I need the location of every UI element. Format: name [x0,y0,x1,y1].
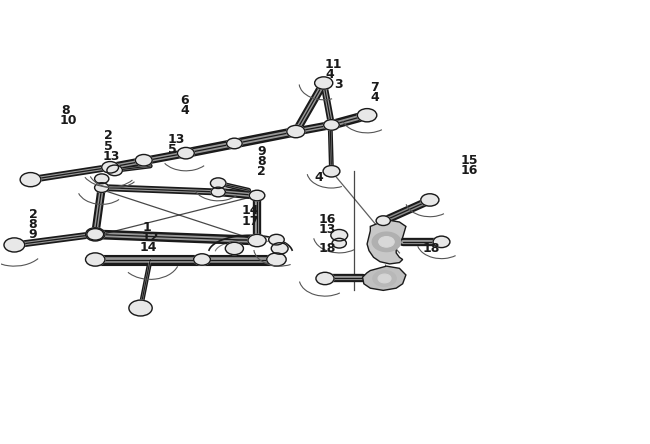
Circle shape [287,125,305,138]
Text: 4: 4 [370,91,379,104]
Circle shape [4,238,25,252]
Circle shape [86,253,105,266]
Text: 2: 2 [103,130,112,143]
Circle shape [372,232,400,252]
Circle shape [358,109,377,122]
Circle shape [211,187,226,197]
Circle shape [248,234,266,247]
Polygon shape [367,220,406,264]
Text: 5: 5 [168,143,176,156]
Circle shape [20,173,41,187]
Circle shape [227,138,242,149]
Text: 8: 8 [29,218,37,231]
Text: 10: 10 [60,115,77,127]
Text: 2: 2 [29,207,37,221]
Circle shape [316,272,334,285]
Text: 8: 8 [257,155,266,168]
Text: 4: 4 [325,67,333,81]
Text: 8: 8 [61,104,70,117]
Circle shape [376,216,391,226]
Circle shape [250,190,265,201]
Circle shape [135,155,152,166]
Circle shape [331,230,348,241]
Text: 14: 14 [140,241,157,254]
Text: 16: 16 [318,213,336,226]
Text: 13: 13 [168,133,185,146]
Circle shape [315,77,333,89]
Text: 4: 4 [315,171,324,184]
Text: 13: 13 [102,150,120,163]
Text: 2: 2 [257,165,266,178]
Circle shape [101,162,118,173]
Text: 9: 9 [257,145,266,158]
Circle shape [373,270,396,286]
Circle shape [95,174,109,184]
Polygon shape [363,266,406,290]
Text: 18: 18 [422,242,439,255]
Circle shape [95,183,109,192]
Circle shape [323,166,340,177]
Circle shape [271,243,288,254]
Circle shape [211,178,226,188]
Text: 11: 11 [325,58,343,71]
Text: 13: 13 [318,223,336,237]
Circle shape [378,274,391,283]
Circle shape [87,229,103,240]
Text: 4: 4 [181,104,189,117]
Circle shape [194,254,211,265]
Text: 14: 14 [242,205,259,218]
Circle shape [107,165,122,176]
Text: 18: 18 [318,242,336,255]
Text: 9: 9 [29,228,37,241]
Circle shape [332,238,346,248]
Circle shape [268,234,284,245]
Circle shape [266,253,286,266]
Text: 7: 7 [370,81,379,94]
Text: 6: 6 [181,94,189,107]
Circle shape [129,300,152,316]
Text: 12: 12 [141,231,159,244]
Circle shape [421,194,439,206]
Text: 15: 15 [461,154,478,167]
Circle shape [226,242,244,255]
Text: 3: 3 [334,78,343,91]
Circle shape [86,228,105,241]
Circle shape [379,237,395,247]
Circle shape [177,147,194,159]
Circle shape [433,236,450,248]
Circle shape [324,119,339,130]
Text: 17: 17 [242,214,259,228]
Text: 5: 5 [103,139,112,153]
Text: 16: 16 [461,164,478,177]
Text: 1: 1 [142,221,151,234]
